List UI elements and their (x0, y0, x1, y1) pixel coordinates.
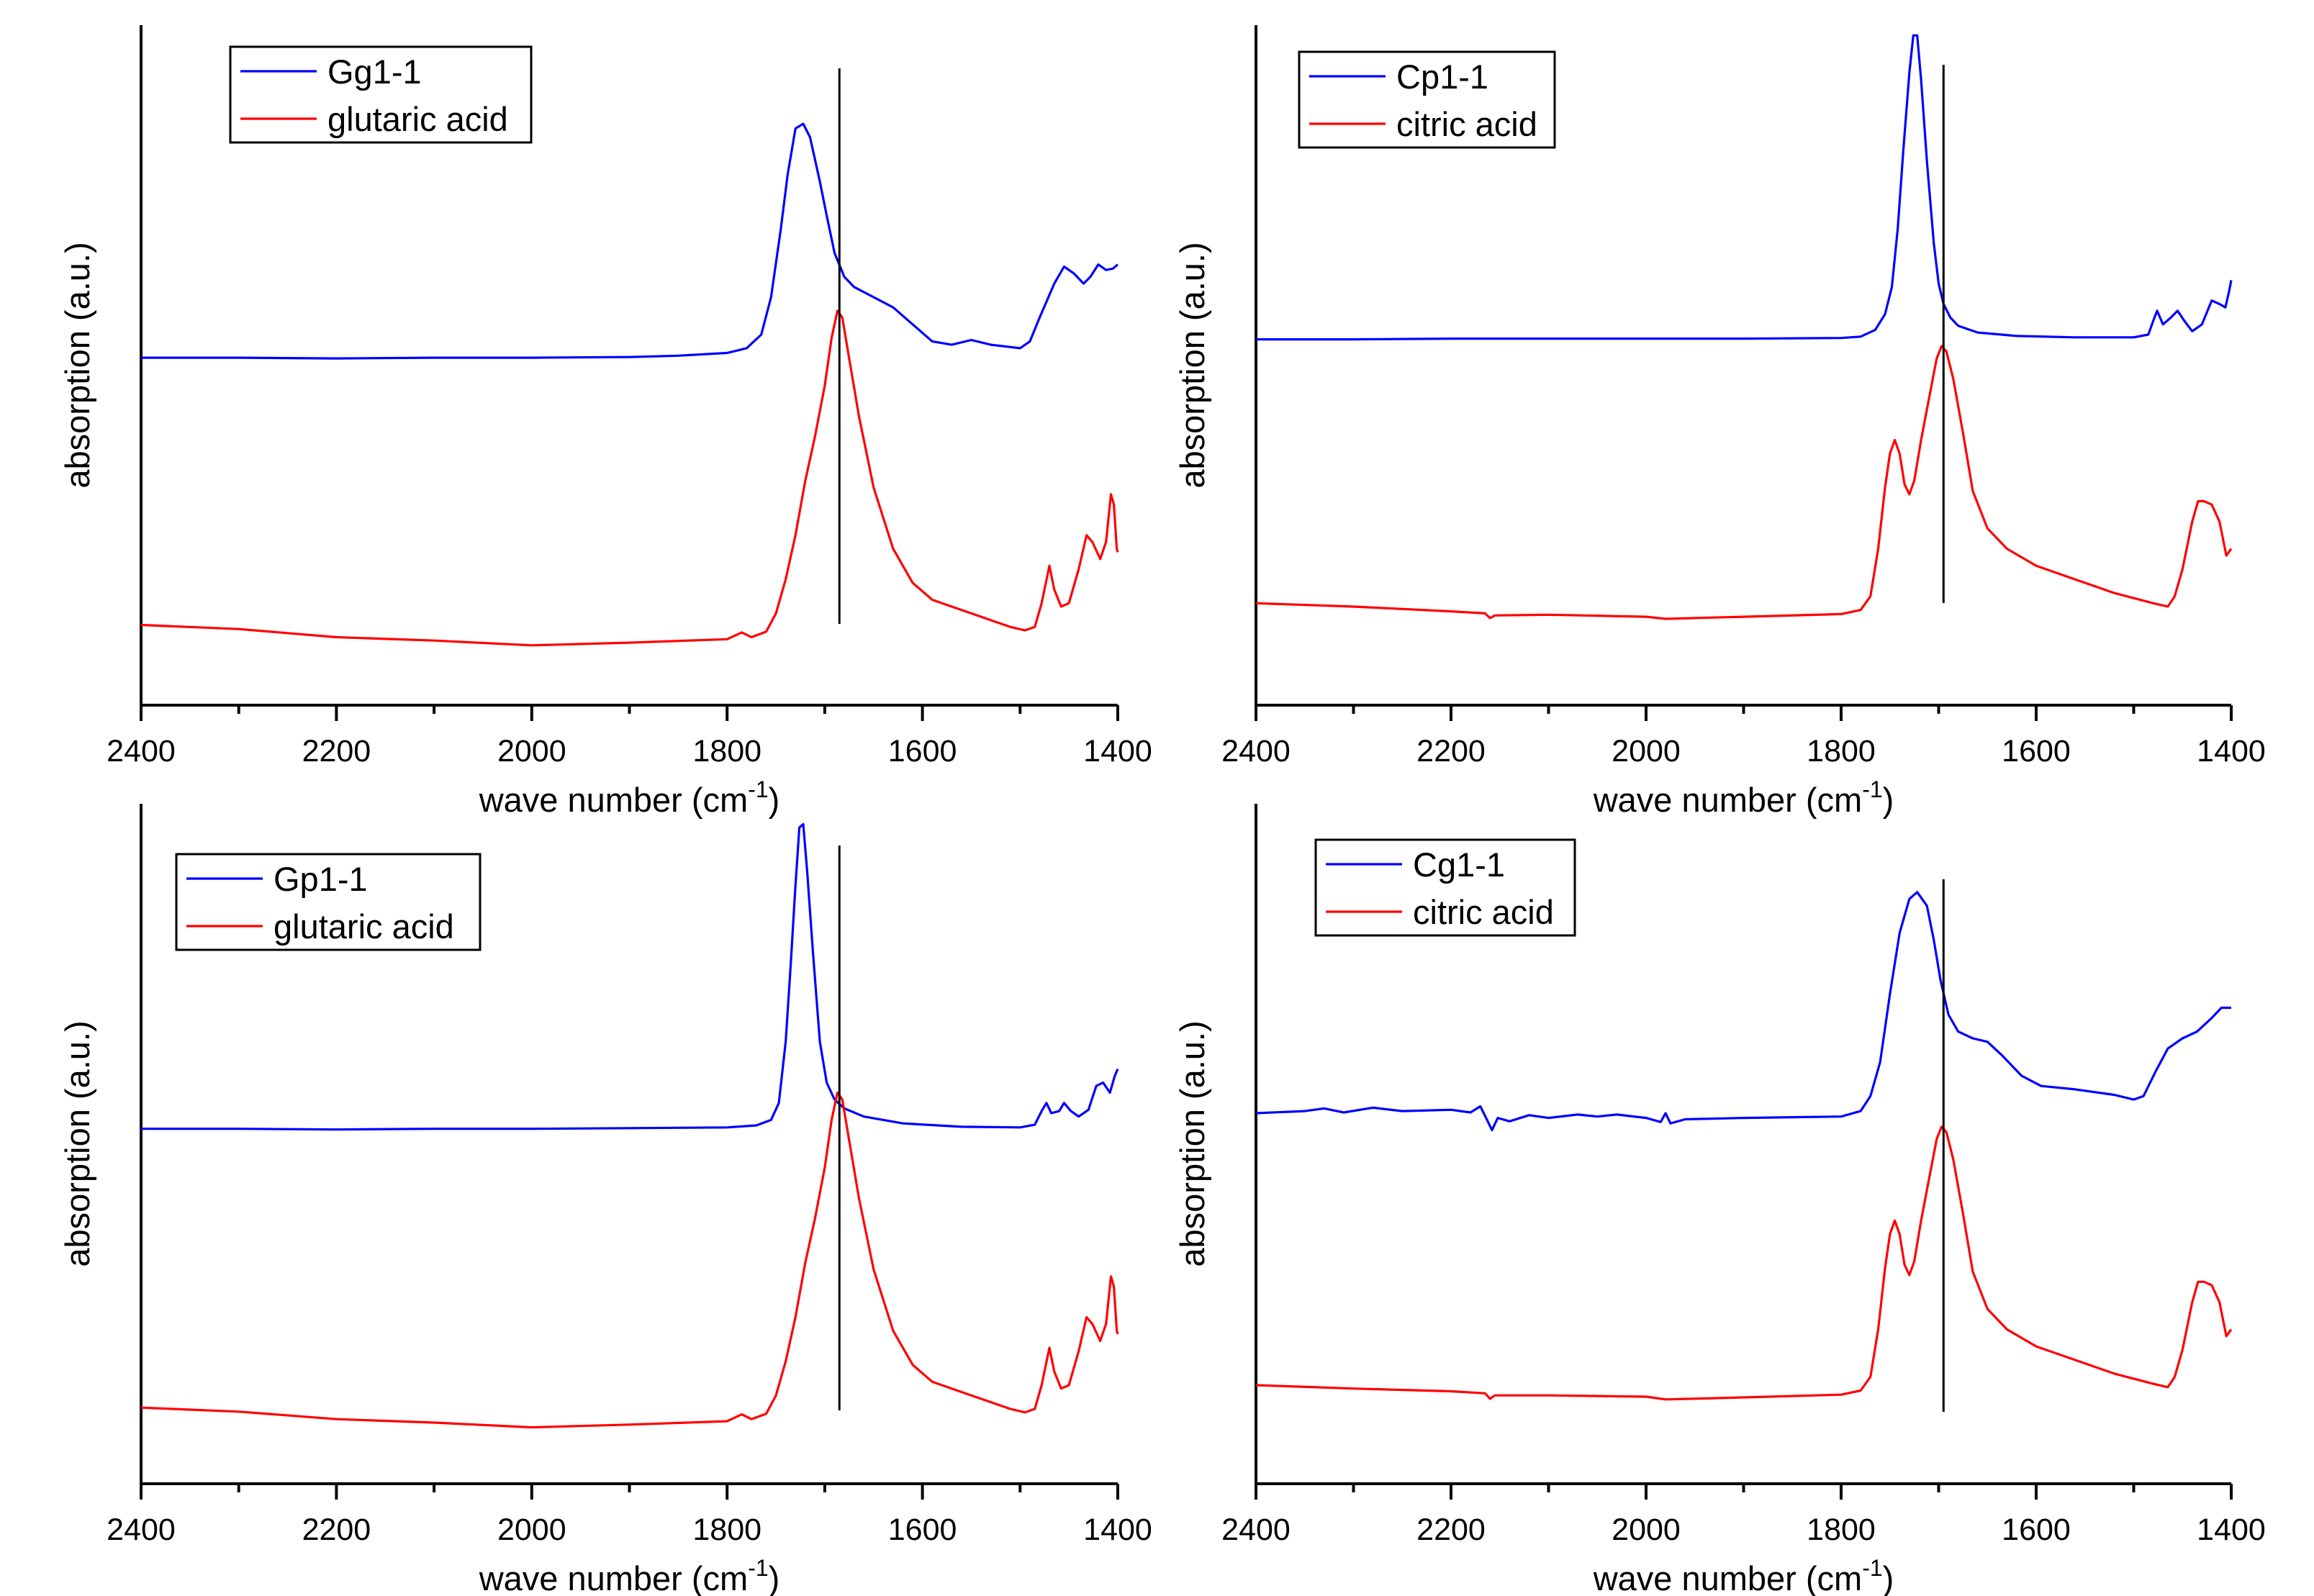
chart-panel-top-left: 2400 2200 2000 1800 1600 1400 wave number (cm-… (58, 25, 1152, 819)
legend-label: citric acid (1413, 893, 1554, 931)
x-axis-label-close: ) (1883, 781, 1894, 819)
legend-label: Gg1-1 (327, 53, 422, 91)
legend-box (229, 45, 533, 144)
x-tick-label: 2000 (1612, 1513, 1681, 1547)
x-axis-label-close: ) (769, 781, 780, 819)
x-tick-label: 2400 (1221, 1513, 1291, 1547)
x-axis-label-text: wave number (cm (479, 781, 749, 819)
legend-box (175, 853, 482, 951)
x-axis-label: wave number (cm-1) (1593, 1555, 1894, 1596)
x-tick-label: 2000 (497, 1513, 566, 1547)
x-tick-label: 1400 (1083, 1513, 1152, 1547)
x-axis-label-superscript: -1 (748, 776, 768, 802)
legend-label: Gp1-1 (274, 860, 368, 898)
chart-panel-top-right: 2400 2200 2000 1800 1600 1400 wave number (cm-… (1173, 25, 2266, 819)
legend: Cp1-1 citric acid (1298, 50, 1556, 149)
legend-box (1298, 50, 1556, 149)
x-axis-label-superscript: -1 (1862, 1555, 1882, 1581)
legend-label: glutaric acid (327, 100, 508, 138)
x-axis-label: wave number (cm-1) (479, 776, 780, 819)
x-tick-label: 2400 (107, 734, 176, 768)
x-tick-label: 2000 (497, 734, 566, 768)
series-line-0 (1255, 891, 2231, 1132)
legend-label: citric acid (1396, 105, 1537, 143)
x-tick-label: 1800 (692, 734, 761, 768)
legend-label: glutaric acid (274, 907, 454, 946)
legend-label: Cg1-1 (1413, 845, 1505, 884)
x-tick-label: 2200 (302, 734, 371, 768)
y-axis-label: absorption (a.u.) (58, 1020, 96, 1266)
chart-panel-bottom-right: 2400 2200 2000 1800 1600 1400 wave number (cm-… (1173, 804, 2266, 1596)
x-tick-label: 1600 (2002, 734, 2071, 768)
x-axis-label-superscript: -1 (1862, 776, 1882, 802)
x-axis-label: wave number (cm-1) (1593, 776, 1894, 819)
y-axis-label: absorption (a.u.) (1173, 1020, 1211, 1266)
series-line-1 (140, 309, 1119, 647)
x-axis-label-close: ) (769, 1559, 780, 1596)
x-tick-label: 1800 (1807, 1513, 1876, 1547)
x-tick-label: 2400 (107, 1513, 176, 1547)
x-tick-label: 2000 (1612, 734, 1681, 768)
series-line-1 (140, 1092, 1119, 1429)
x-tick-label: 1400 (2197, 734, 2266, 768)
x-axis-label-text: wave number (cm (1593, 781, 1863, 819)
x-tick-label: 2200 (302, 1513, 371, 1547)
x-tick-label: 2200 (1416, 1513, 1486, 1547)
x-tick-label: 2200 (1416, 734, 1486, 768)
x-axis-label: wave number (cm-1) (479, 1555, 780, 1596)
x-axis-label-text: wave number (cm (1593, 1559, 1863, 1596)
x-tick-label: 1600 (2002, 1513, 2071, 1547)
x-tick-label: 1800 (692, 1513, 761, 1547)
legend-label: Cp1-1 (1396, 58, 1488, 96)
x-axis-label-close: ) (1883, 1559, 1894, 1596)
x-axis-label-superscript: -1 (748, 1555, 768, 1581)
series-line-0 (141, 122, 1119, 360)
x-tick-label: 1600 (888, 734, 957, 768)
x-tick-label: 1400 (1083, 734, 1152, 768)
legend-box (1314, 838, 1576, 937)
series-line-1 (1255, 1125, 2233, 1401)
legend: Cg1-1 citric acid (1314, 838, 1576, 937)
x-tick-label: 1600 (888, 1513, 957, 1547)
x-tick-label: 1400 (2197, 1513, 2266, 1547)
y-axis-label: absorption (a.u.) (1173, 242, 1211, 488)
series-line-1 (1255, 345, 2233, 620)
series-line-0 (141, 822, 1119, 1131)
x-tick-label: 1800 (1807, 734, 1876, 768)
chart-panel-bottom-left: 2400 2200 2000 1800 1600 1400 wave number (cm-… (58, 804, 1152, 1596)
y-axis-label: absorption (a.u.) (58, 242, 96, 488)
x-axis-label-text: wave number (cm (479, 1559, 749, 1596)
legend: Gg1-1 glutaric acid (229, 45, 533, 144)
legend: Gp1-1 glutaric acid (175, 853, 482, 951)
x-tick-label: 2400 (1221, 734, 1291, 768)
